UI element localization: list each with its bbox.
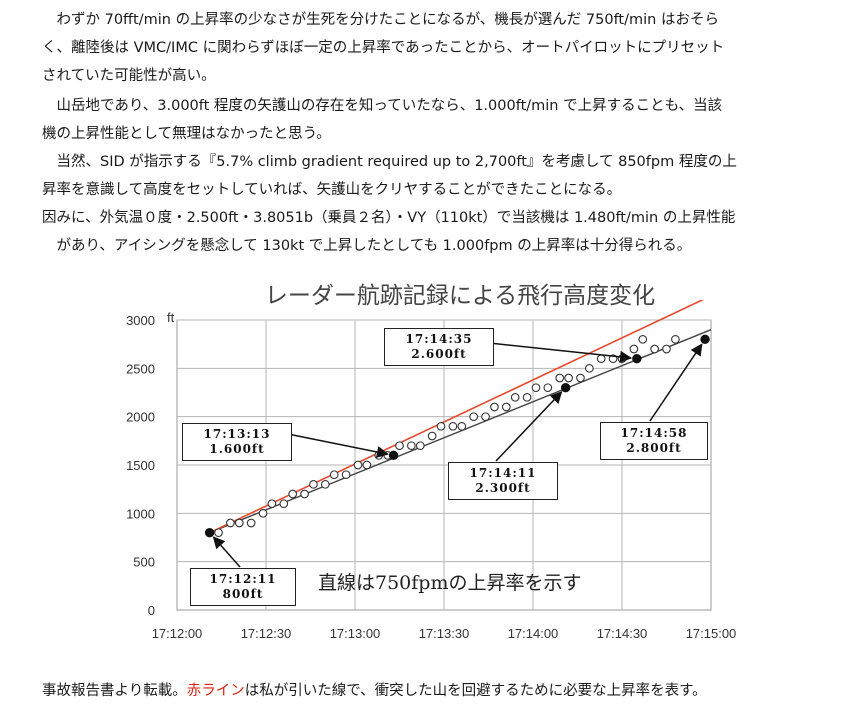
y-tick-label: 2500: [126, 361, 155, 376]
callout-alt: 1.600ft: [209, 442, 265, 456]
trend-line-750fpm: [209, 329, 712, 534]
altitude-chart: 0 500 1000 1500 2000 2500 3000 17:12:00 17:12:30…: [126, 300, 737, 641]
altitude-data-point: [353, 460, 363, 470]
callout-time: 17:14:35: [405, 332, 473, 346]
altitude-data-point: [469, 412, 479, 422]
callout-17-14-35: 17:14:35 2.600ft: [384, 328, 494, 366]
altitude-data-point: [543, 383, 553, 393]
callout-17-14-11: 17:14:11 2.300ft: [448, 462, 558, 500]
altitude-data-point: [288, 489, 298, 499]
paragraph-3-line-2: 昇率を意識して高度をセットしていれば、矢護山をクリヤすることができたことになる。: [42, 182, 622, 198]
altitude-data-point: [234, 518, 244, 528]
altitude-data-point: [596, 354, 606, 364]
altitude-data-point: [226, 518, 235, 528]
altitude-data-point: [309, 479, 318, 489]
altitude-data-point: [617, 354, 627, 364]
callout-arrow: [277, 431, 389, 458]
callout-alt: 2.800ft: [626, 441, 682, 455]
paragraph-3-line-1: 当然、SID が指示する『5.7% climb gradient require…: [42, 154, 737, 170]
x-tick-label: 17:12:30: [241, 626, 292, 641]
altitude-data-point: [671, 334, 680, 344]
altitude-data-point: [279, 499, 289, 509]
altitude-data-point: [415, 441, 425, 451]
callout-arrow: [649, 343, 703, 422]
highlighted-data-point: [632, 353, 642, 364]
altitude-data-point: [362, 460, 372, 470]
x-tick-label: 17:12:00: [152, 626, 203, 641]
figure-caption: 事故報告書より転載。赤ラインは私が引いた線で、衝突した山を回避するために必要な上…: [42, 679, 707, 703]
paragraph-4-line-1: 因みに、外気温０度・2.500ft・3.8051b（乗員２名）・VY（110kt…: [42, 210, 736, 226]
altitude-data-point: [436, 421, 446, 431]
altitude-data-point: [267, 499, 277, 509]
altitude-data-point: [501, 402, 511, 412]
altitude-data-point: [329, 470, 339, 480]
paragraph-4-line-2: があり、アイシングを懸念して 130kt で上昇したとしても 1.000fpm …: [42, 238, 692, 254]
callout-alt: 2.600ft: [411, 347, 467, 361]
altitude-data-point: [457, 421, 467, 431]
callout-17-13-13: 17:13:13 1.600ft: [182, 423, 292, 461]
paragraph-2-line-2: 機の上昇性能として無理はなかったと思う。: [42, 126, 331, 142]
callout-time: 17:14:11: [469, 466, 537, 480]
altitude-data-point: [510, 392, 520, 402]
highlighted-data-point: [560, 382, 571, 393]
callout-alt: 800ft: [222, 587, 264, 601]
altitude-data-point: [246, 518, 256, 528]
callout-arrow: [495, 391, 563, 462]
highlighted-data-point: [700, 334, 710, 345]
altitude-data-point: [629, 344, 639, 354]
x-tick-label: 17:14:00: [508, 626, 559, 641]
altitude-data-point: [564, 373, 573, 383]
y-tick-label: 3000: [126, 313, 155, 328]
callout-arrow: [479, 341, 633, 363]
altitude-data-point: [490, 402, 499, 412]
x-tick-label: 17:15:00: [686, 626, 737, 641]
altitude-data-point: [448, 421, 458, 431]
callout-17-14-58: 17:14:58 2.800ft: [600, 422, 708, 460]
altitude-data-point: [300, 489, 309, 499]
altitude-data-point: [341, 470, 351, 480]
altitude-data-point: [650, 344, 659, 354]
altitude-data-point: [522, 392, 532, 402]
altitude-data-point: [407, 441, 416, 451]
caption-prefix: 事故報告書より転載。: [42, 683, 187, 699]
callout-time: 17:14:58: [620, 426, 688, 440]
altitude-data-point: [638, 334, 648, 344]
paragraph-1-line-1: わずか 70fft/min の上昇率の少なさが生死を分けたことになるが、機長が選…: [42, 12, 719, 28]
paragraph-1-line-3: されていた可能性が高い。: [42, 68, 216, 84]
y-tick-label: 2000: [126, 410, 155, 425]
altitude-data-point: [214, 528, 223, 538]
altitude-data-point: [427, 431, 437, 441]
altitude-data-point: [585, 363, 594, 373]
x-tick-label: 17:13:30: [419, 626, 470, 641]
altitude-data-point: [531, 383, 541, 393]
highlighted-data-point: [388, 450, 399, 461]
y-tick-label: 500: [133, 555, 155, 570]
callout-alt: 2.300ft: [475, 481, 531, 495]
x-tick-label: 17:14:30: [597, 626, 648, 641]
caption-highlight: 赤ライン: [186, 683, 245, 699]
y-axis-unit-label: ft: [167, 310, 175, 325]
altitude-data-point: [395, 441, 404, 451]
y-tick-label: 1500: [126, 458, 155, 473]
paragraph-2-line-1: 山岳地であり、3.000ft 程度の矢護山の存在を知っていたなら、1.000ft…: [42, 98, 723, 114]
altitude-data-point: [555, 373, 565, 383]
y-tick-label: 1000: [126, 506, 155, 521]
y-tick-label: 0: [148, 603, 155, 618]
altitude-data-point: [320, 479, 330, 489]
altitude-data-point: [481, 412, 490, 422]
chart-title: レーダー航跡記録による飛行高度変化: [264, 283, 656, 309]
altitude-data-point: [258, 508, 268, 518]
callout-arrow: [212, 536, 241, 568]
caption-suffix: は私が引いた線で、衝突した山を回避するために必要な上昇率を表す。: [244, 683, 707, 699]
altitude-data-point: [662, 344, 671, 354]
x-tick-label: 17:13:00: [330, 626, 381, 641]
paragraph-1-line-2: く、離陸後は VMC/IMC に関わらずほぼ一定の上昇率であったことから、オート…: [42, 40, 725, 56]
chart-annotation: 直線は750fpmの上昇率を示す: [318, 572, 582, 594]
callout-17-12-11: 17:12:11 800ft: [190, 568, 296, 606]
altitude-data-point: [576, 373, 585, 383]
callout-time: 17:12:11: [209, 572, 277, 586]
callout-time: 17:13:13: [203, 427, 271, 441]
highlighted-data-point: [204, 527, 215, 538]
